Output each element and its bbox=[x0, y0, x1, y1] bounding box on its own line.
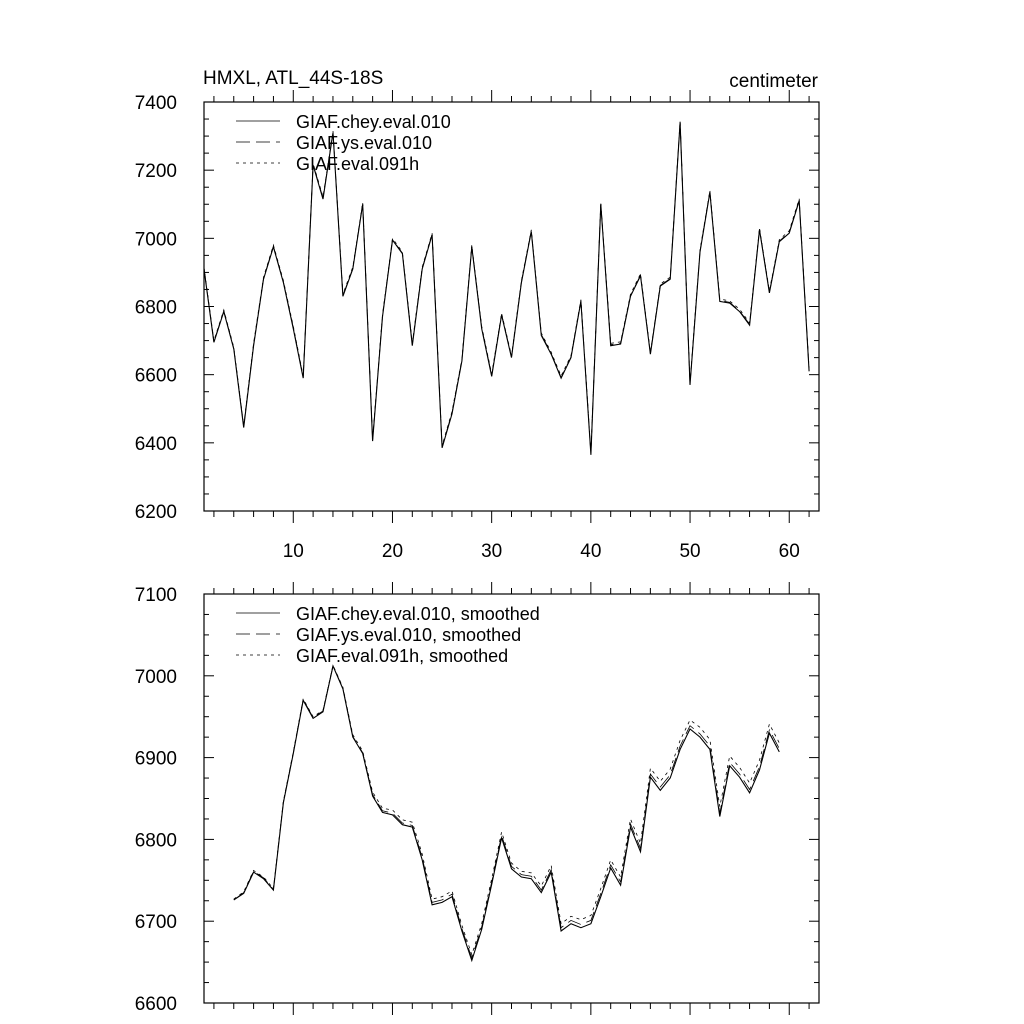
series-line-2 bbox=[203, 121, 810, 454]
y-tick-label: 7200 bbox=[135, 161, 177, 182]
chart-title: HMXL, ATL_44S-18S bbox=[203, 68, 383, 89]
y-tick-label: 7400 bbox=[135, 93, 177, 114]
y-tick-label: 7000 bbox=[135, 229, 177, 250]
y-tick-label: 6800 bbox=[135, 298, 177, 319]
series-line-3 bbox=[203, 120, 810, 453]
series-line-1 bbox=[233, 664, 780, 963]
legend-label: GIAF.eval.091h, smoothed bbox=[296, 646, 508, 666]
bottom-legend: GIAF.chey.eval.010, smoothedGIAF.ys.eval… bbox=[236, 604, 540, 666]
top-plot-frame bbox=[203, 101, 820, 512]
y-tick-label: 7100 bbox=[135, 585, 177, 606]
y-tick-label: 6200 bbox=[135, 502, 177, 523]
y-tick-label: 6900 bbox=[135, 749, 177, 770]
y-tick-label: 6600 bbox=[135, 994, 177, 1015]
top-axes: 6200 6400 6600 6800 7000 7200 7400 10 20 30 40 50 60 bbox=[135, 90, 819, 562]
units-label: centimeter bbox=[729, 71, 818, 92]
bottom-plot-frame bbox=[203, 593, 820, 1004]
y-tick-label: 6700 bbox=[135, 912, 177, 933]
series-line-3 bbox=[233, 663, 780, 956]
legend-label: GIAF.chey.eval.010, smoothed bbox=[296, 604, 540, 624]
legend-label: GIAF.ys.eval.010 bbox=[296, 133, 432, 153]
top-series-lines bbox=[203, 120, 810, 455]
y-tick-label: 7000 bbox=[135, 667, 177, 688]
y-tick-label: 6800 bbox=[135, 830, 177, 851]
top-legend: GIAF.chey.eval.010GIAF.ys.eval.010GIAF.e… bbox=[236, 112, 451, 174]
x-tick-label: 20 bbox=[382, 541, 403, 562]
legend-label: GIAF.eval.091h bbox=[296, 154, 419, 174]
x-tick-label: 10 bbox=[283, 541, 304, 562]
bottom-panel: 6600 6700 6800 6900 7000 7100 GIAF.chey.eval.… bbox=[135, 582, 820, 1015]
y-tick-label: 6600 bbox=[135, 366, 177, 387]
bottom-axes: 6600 6700 6800 6900 7000 7100 bbox=[135, 582, 819, 1015]
y-tick-label: 6400 bbox=[135, 434, 177, 455]
x-tick-label: 30 bbox=[481, 541, 502, 562]
top-panel: HMXL, ATL_44S-18S centimeter 6200 6400 660… bbox=[135, 68, 820, 562]
x-tick-label: 50 bbox=[679, 541, 700, 562]
x-tick-label: 60 bbox=[779, 541, 800, 562]
bottom-series-lines bbox=[233, 663, 780, 963]
legend-label: GIAF.chey.eval.010 bbox=[296, 112, 451, 132]
x-tick-label: 40 bbox=[580, 541, 601, 562]
legend-label: GIAF.ys.eval.010, smoothed bbox=[296, 625, 521, 645]
series-line-2 bbox=[233, 664, 780, 960]
